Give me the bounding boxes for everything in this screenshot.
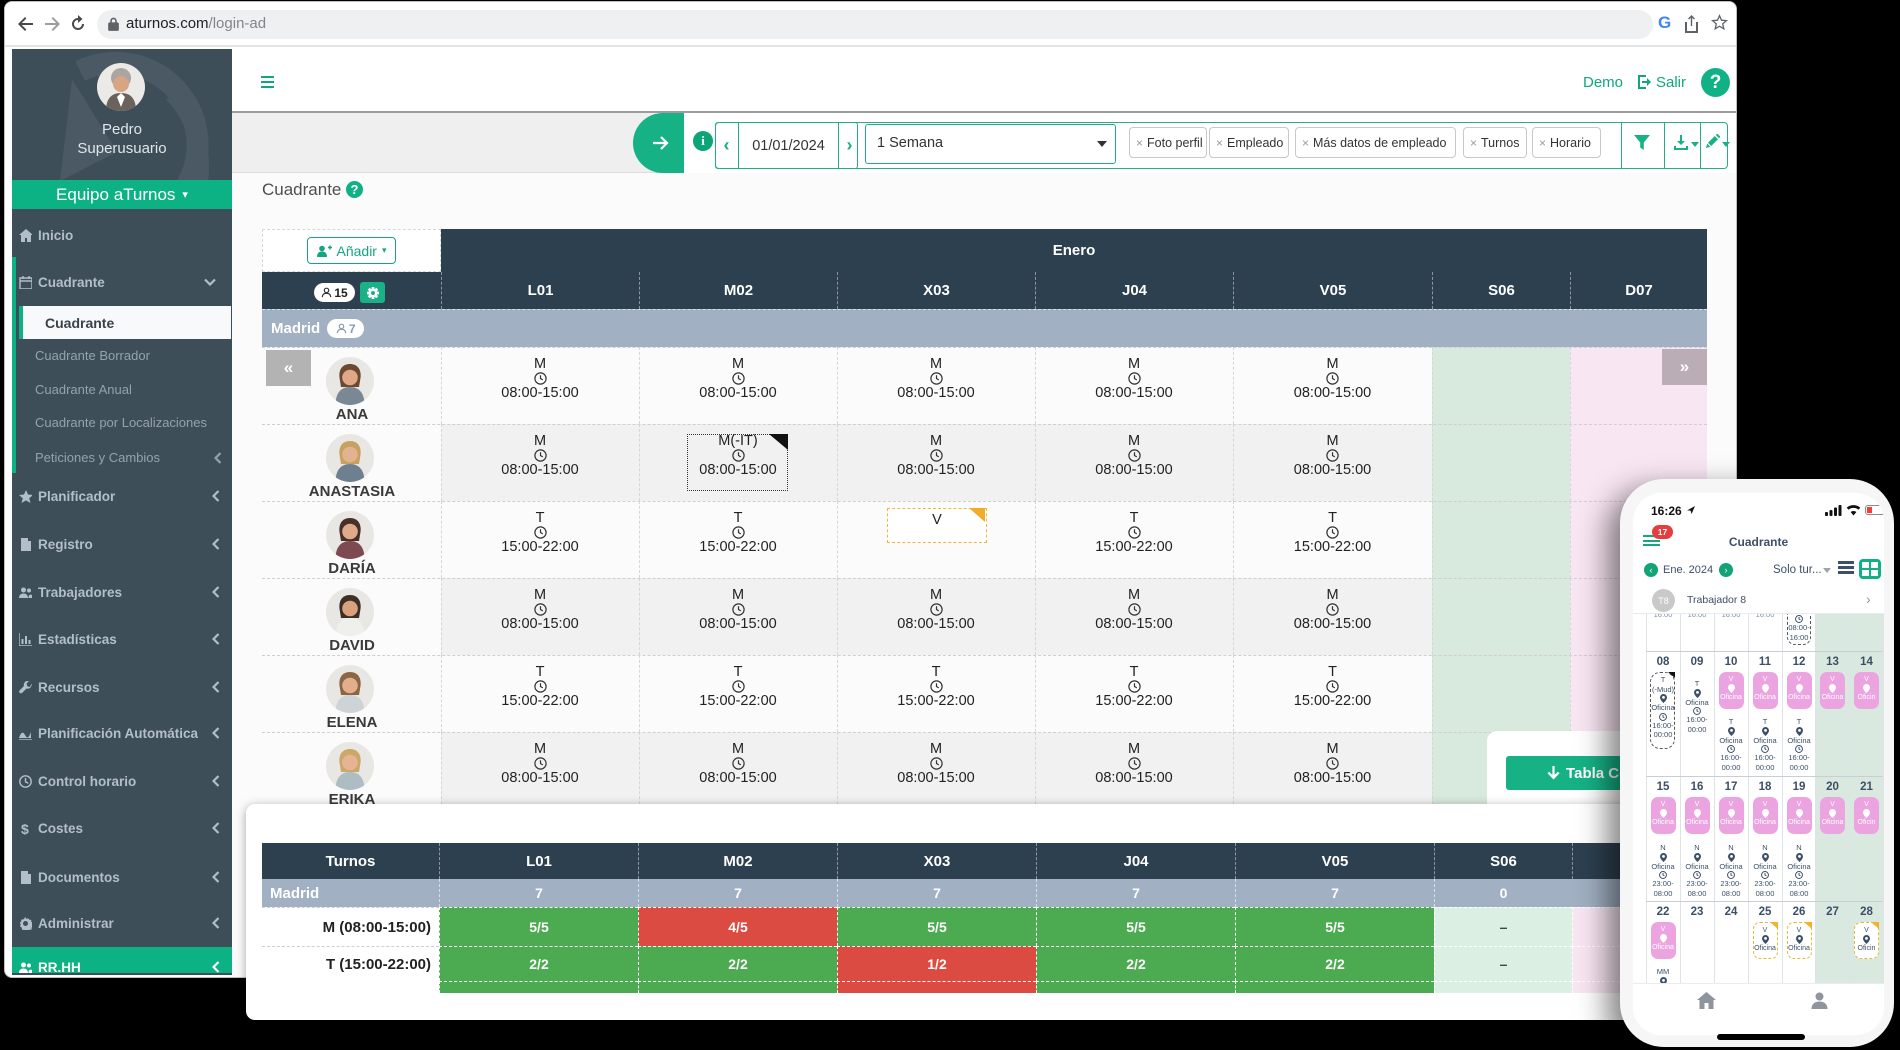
svg-text:$: $ bbox=[21, 822, 29, 835]
